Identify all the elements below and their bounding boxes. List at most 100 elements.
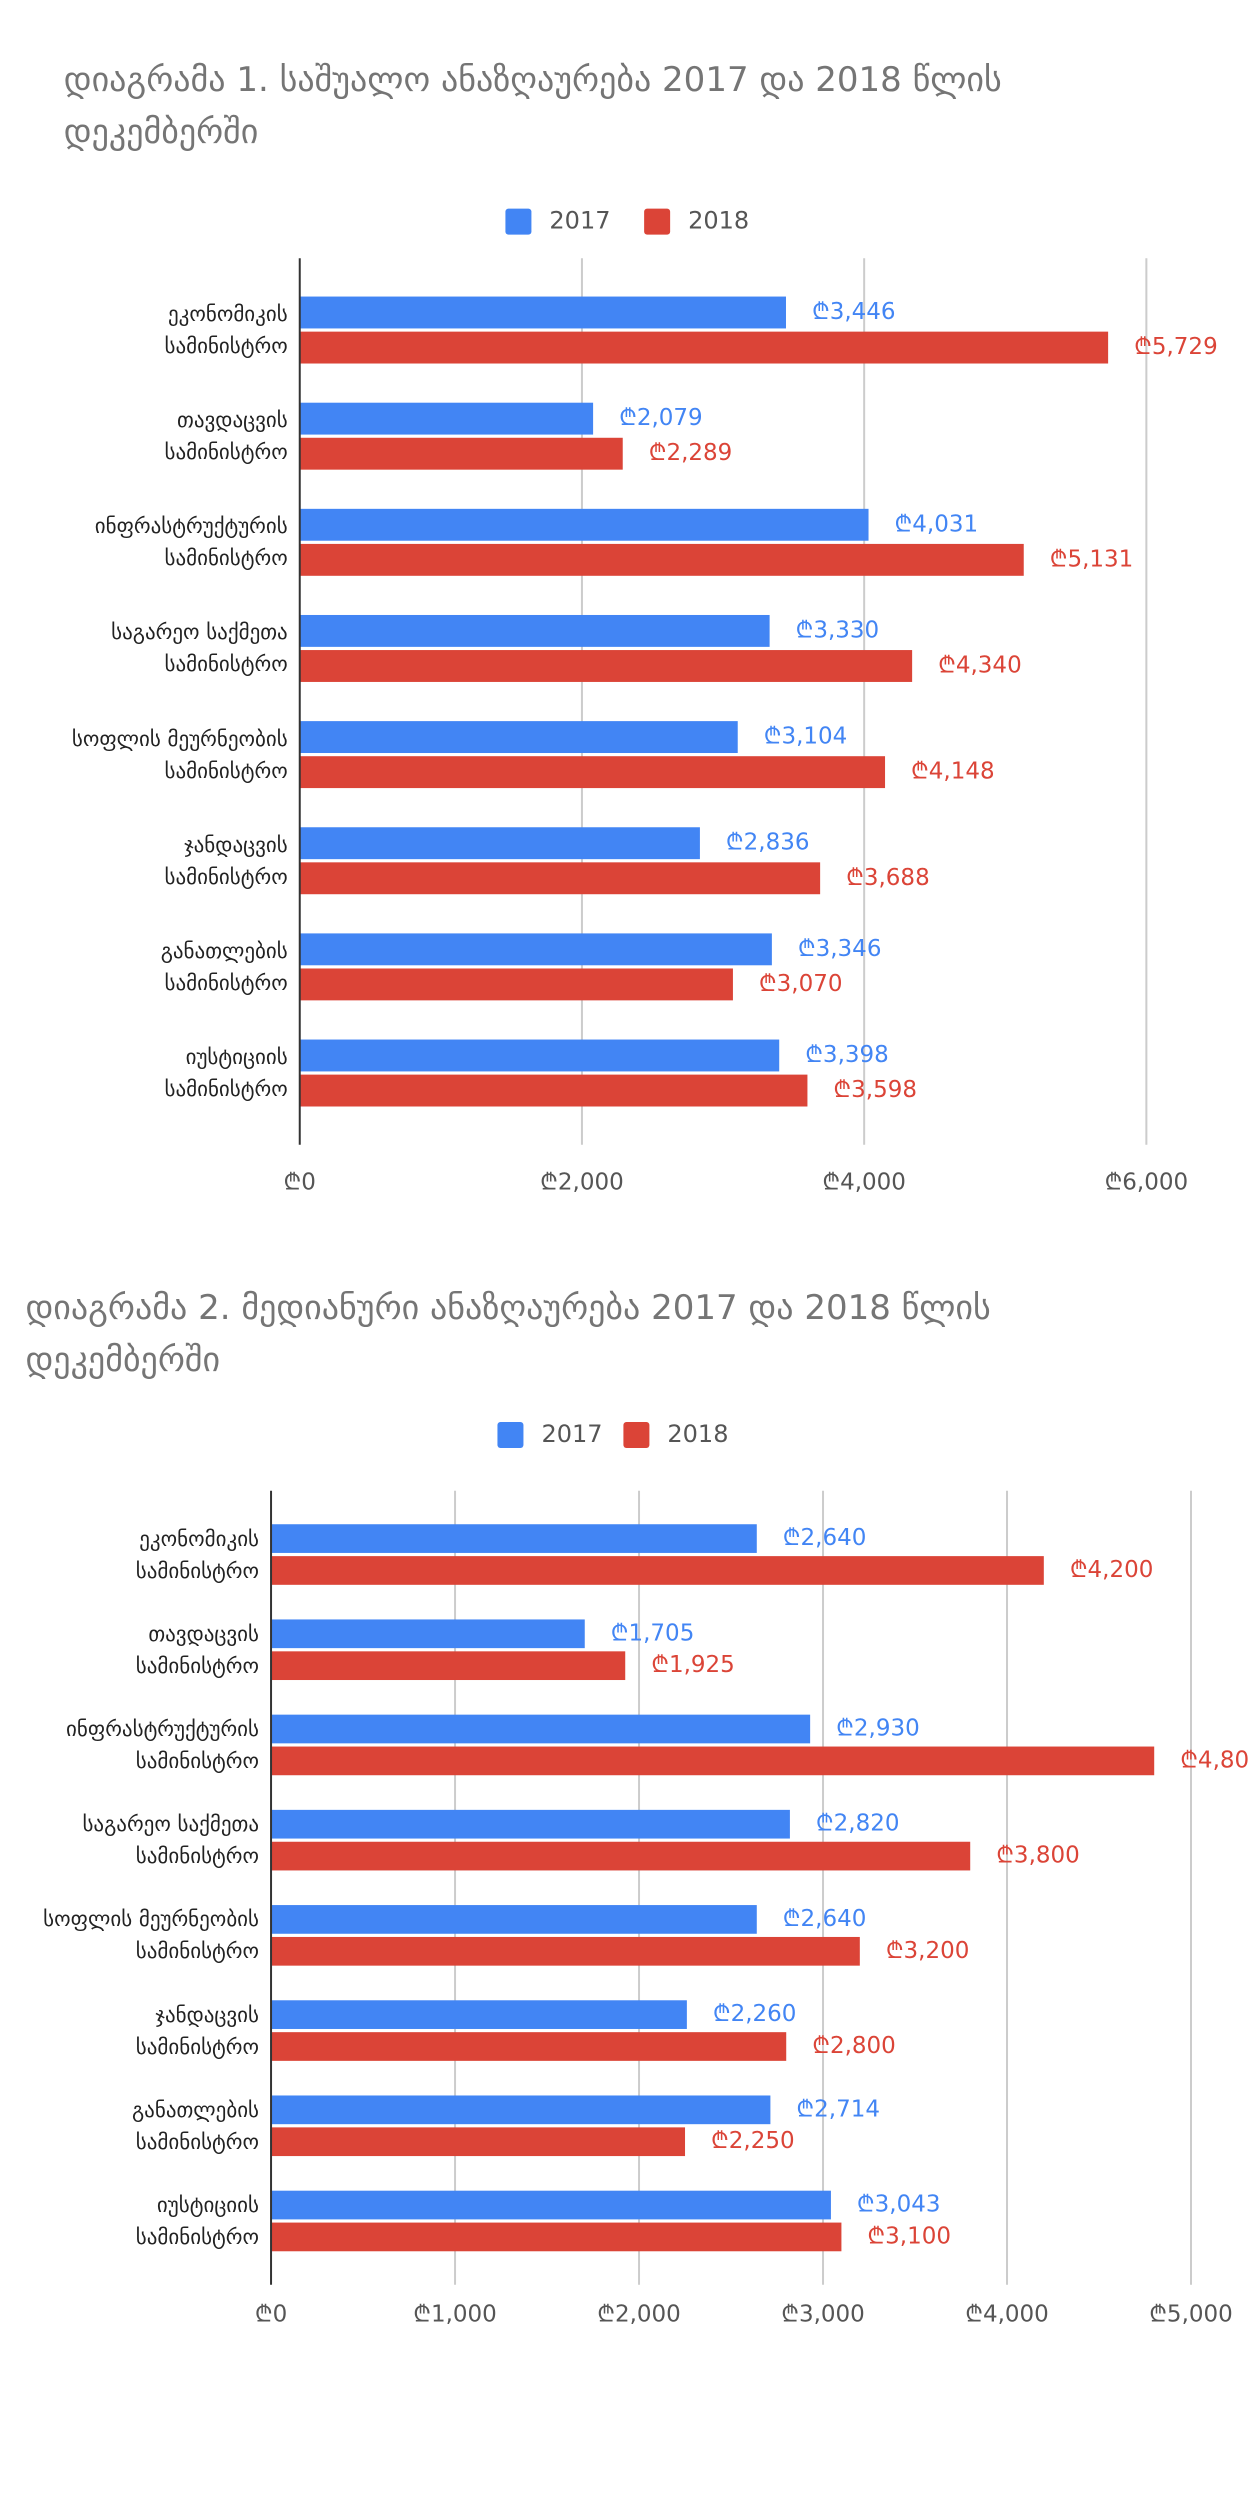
bar [271, 2127, 686, 2157]
y-tick-label: საგარეო საქმეთა სამინისტრო [111, 620, 288, 677]
bar [299, 543, 1024, 576]
value-label: ₾4,200 [1070, 1557, 1154, 1583]
y-tick-label: იუსტიციის სამინისტრო [164, 1045, 288, 1102]
y-tick-label: ინფრასტრუქტურის სამინისტრო [94, 514, 288, 571]
value-label: ₾2,289 [649, 440, 733, 466]
value-label: ₾4,340 [938, 652, 1022, 678]
value-label: ₾3,100 [867, 2223, 951, 2249]
legend-swatch [623, 1421, 650, 1448]
legend-label: 2018 [688, 207, 749, 235]
bar [299, 756, 886, 789]
bar [271, 1841, 971, 1871]
value-label: ₾1,925 [651, 1652, 735, 1678]
x-tick-label: ₾5,000 [1149, 2302, 1233, 2328]
legend-swatch [505, 208, 532, 235]
value-label: ₾3,104 [764, 724, 848, 750]
value-label: ₾2,820 [816, 1811, 900, 1837]
bar [299, 650, 913, 682]
x-tick-label: ₾4,000 [965, 2302, 1049, 2328]
y-tick-label: სოფლის მეურნეობის სამინისტრო [43, 1907, 260, 1964]
value-label: ₾2,250 [711, 2128, 795, 2154]
bar [271, 2095, 771, 2125]
value-label: ₾5,729 [1134, 334, 1218, 360]
value-label: ₾3,070 [759, 971, 843, 997]
x-tick-label: ₾3,000 [781, 2302, 865, 2328]
value-label: ₾5,131 [1050, 546, 1134, 572]
x-tick-label: ₾4,000 [822, 1170, 906, 1196]
x-tick-label: ₾2,000 [597, 2302, 681, 2328]
value-label: ₾3,598 [833, 1077, 917, 1103]
x-tick-label: ₾2,000 [540, 1170, 624, 1196]
value-label: ₾2,836 [726, 830, 810, 856]
value-label: ₾3,688 [846, 865, 930, 891]
y-tick-label: ინფრასტრუქტურის სამინისტრო [66, 1716, 260, 1773]
y-tick-label: თავდაცვის სამინისტრო [164, 408, 288, 465]
value-label: ₾3,346 [798, 936, 882, 962]
value-label: ₾2,260 [713, 2001, 797, 2027]
bar [299, 402, 594, 435]
legend-label: 2017 [541, 1420, 602, 1448]
bar [271, 2190, 831, 2220]
y-tick-label: განათლების სამინისტრო [131, 2097, 260, 2154]
bar [299, 968, 733, 1001]
value-label: ₾3,398 [805, 1042, 889, 1068]
bar [299, 862, 821, 895]
x-tick-label: ₾0 [255, 2302, 287, 2328]
bar [271, 1936, 860, 1966]
bar [299, 331, 1109, 364]
bar [271, 2032, 787, 2061]
value-label: ₾4,800 [1180, 1747, 1250, 1773]
bar [271, 1714, 811, 1744]
bar [271, 1651, 626, 1681]
bar [299, 437, 623, 470]
value-label: ₾3,043 [857, 2192, 941, 2218]
bar [299, 296, 786, 329]
bar [271, 1746, 1155, 1776]
y-tick-label: ჯანდაცვის სამინისტრო [135, 2002, 260, 2059]
value-label: ₾2,079 [619, 405, 703, 431]
legend-swatch [644, 208, 671, 235]
bar [271, 1619, 585, 1649]
value-label: ₾3,200 [886, 1938, 970, 1964]
y-tick-label: სოფლის მეურნეობის სამინისტრო [71, 726, 288, 783]
y-tick-label: ეკონომიკის სამინისტრო [135, 1526, 260, 1583]
value-label: ₾4,031 [895, 511, 979, 537]
x-tick-label: ₾6,000 [1105, 1170, 1189, 1196]
bar [299, 1074, 808, 1107]
y-tick-label: თავდაცვის სამინისტრო [135, 1621, 260, 1678]
bar [299, 614, 770, 647]
chart-title: დიაგრამა 1. საშუალო ანაზღაურება 2017 და … [63, 60, 1002, 153]
bar [271, 2222, 842, 2252]
bar [271, 1556, 1044, 1585]
value-label: ₾2,714 [796, 2096, 880, 2122]
value-label: ₾2,640 [783, 1906, 867, 1932]
bar [299, 933, 772, 966]
bar [299, 721, 738, 754]
legend-label: 2018 [667, 1420, 728, 1448]
bar [299, 827, 700, 860]
value-label: ₾2,640 [783, 1525, 867, 1551]
value-label: ₾3,800 [996, 1843, 1080, 1869]
value-label: ₾3,446 [812, 299, 896, 325]
value-label: ₾2,930 [836, 1715, 920, 1741]
y-tick-label: განათლების სამინისტრო [160, 938, 288, 995]
legend-label: 2017 [549, 207, 610, 235]
bar [271, 1809, 790, 1839]
chart-title: დიაგრამა 2. მედიანური ანაზღაურება 2017 დ… [25, 1287, 991, 1380]
bar [299, 1039, 780, 1072]
y-tick-label: ჯანდაცვის სამინისტრო [164, 832, 288, 889]
bar [271, 2000, 687, 2029]
y-tick-label: საგარეო საქმეთა სამინისტრო [82, 1812, 260, 1869]
value-label: ₾4,148 [911, 759, 995, 785]
bar [271, 1524, 757, 1553]
legend-swatch [497, 1421, 524, 1448]
y-tick-label: ეკონომიკის სამინისტრო [164, 302, 288, 359]
y-tick-label: იუსტიციის სამინისტრო [135, 2192, 260, 2249]
bar [271, 1905, 757, 1934]
x-tick-label: ₾0 [284, 1170, 316, 1196]
value-label: ₾3,330 [796, 617, 880, 643]
x-tick-label: ₾1,000 [413, 2302, 497, 2328]
value-label: ₾2,800 [812, 2033, 896, 2059]
